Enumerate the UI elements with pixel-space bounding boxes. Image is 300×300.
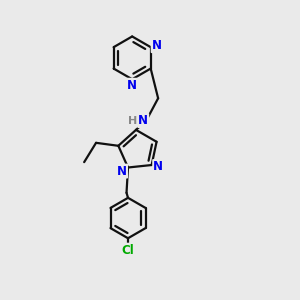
Text: N: N bbox=[117, 165, 127, 178]
Text: H: H bbox=[128, 116, 137, 126]
Text: N: N bbox=[127, 79, 137, 92]
Text: N: N bbox=[153, 160, 163, 173]
Text: N: N bbox=[152, 39, 162, 52]
Text: N: N bbox=[138, 114, 148, 127]
Text: Cl: Cl bbox=[122, 244, 134, 256]
